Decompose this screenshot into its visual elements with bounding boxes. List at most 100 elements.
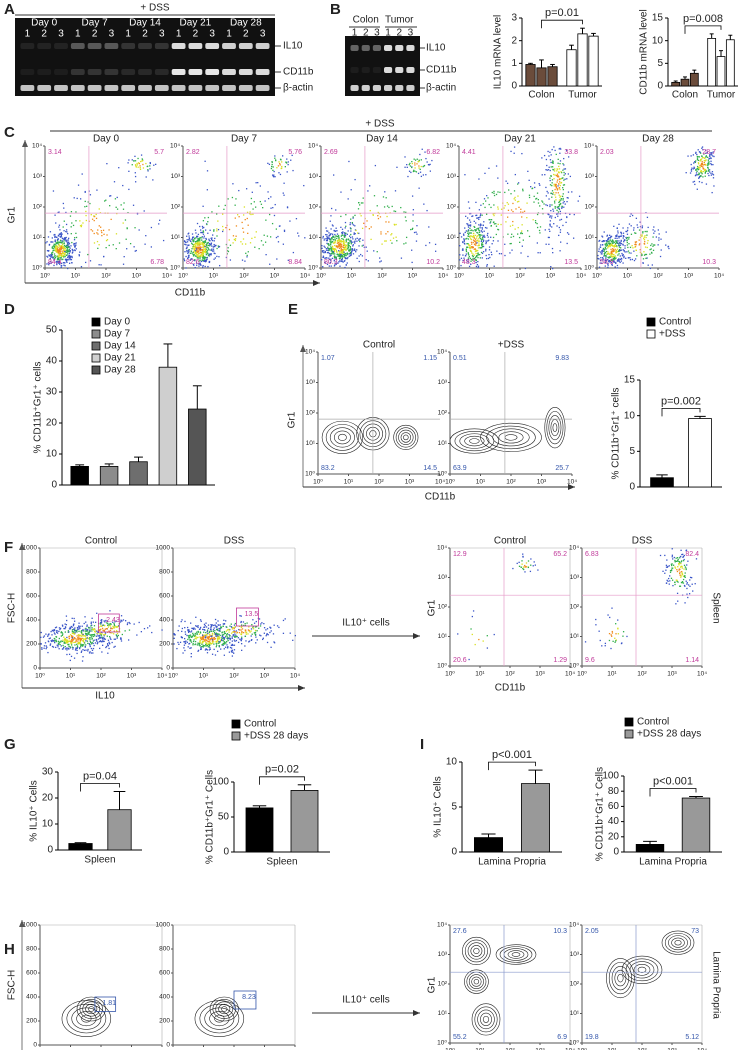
event-dot xyxy=(486,635,488,637)
gel-band xyxy=(104,43,119,49)
y-tick-label: 800 xyxy=(26,569,37,576)
event-dot xyxy=(644,241,646,243)
event-dot xyxy=(465,249,467,251)
lane-label: 3 xyxy=(408,28,414,39)
event-dot xyxy=(56,263,58,266)
event-dot xyxy=(611,263,613,265)
event-dot xyxy=(252,628,255,630)
event-dot xyxy=(190,242,193,244)
event-dot xyxy=(199,626,202,629)
event-dot xyxy=(279,173,282,176)
event-dot xyxy=(68,256,71,258)
y-tick-label: 10³ xyxy=(33,173,43,180)
event-dot xyxy=(207,637,210,640)
event-dot xyxy=(480,251,483,254)
event-dot xyxy=(103,255,105,258)
event-dot xyxy=(556,179,559,181)
event-dot xyxy=(657,244,659,246)
event-dot xyxy=(74,246,76,248)
event-dot xyxy=(282,619,285,622)
event-dot xyxy=(98,264,100,266)
event-dot xyxy=(213,641,215,643)
event-dot xyxy=(694,161,697,164)
event-dot xyxy=(85,627,87,630)
event-dot xyxy=(336,235,339,238)
event-dot xyxy=(325,233,327,236)
event-dot xyxy=(207,265,209,268)
event-dot xyxy=(665,566,668,568)
event-dot xyxy=(66,253,69,255)
event-dot xyxy=(361,255,364,257)
plot-title: DSS xyxy=(224,536,245,547)
event-dot xyxy=(60,235,62,238)
event-dot xyxy=(56,262,58,264)
event-dot xyxy=(52,639,54,642)
lane-label: 1 xyxy=(176,29,182,40)
event-dot xyxy=(80,266,83,268)
event-dot xyxy=(475,265,478,268)
event-dot xyxy=(87,253,89,256)
event-dot xyxy=(68,248,70,251)
event-dot xyxy=(207,241,209,244)
event-dot xyxy=(67,239,69,241)
event-dot xyxy=(287,161,289,163)
event-dot xyxy=(623,256,625,259)
event-dot xyxy=(79,634,81,636)
event-dot xyxy=(131,164,133,166)
event-dot xyxy=(232,631,234,633)
event-dot xyxy=(467,233,470,236)
event-dot xyxy=(362,239,364,241)
event-dot xyxy=(202,240,204,243)
event-dot xyxy=(196,631,198,633)
event-dot xyxy=(67,259,69,261)
event-dot xyxy=(57,246,59,249)
event-dot xyxy=(79,637,82,640)
event-dot xyxy=(690,577,693,579)
lane-label: 3 xyxy=(374,28,380,39)
event-dot xyxy=(703,161,705,164)
event-dot xyxy=(268,213,271,216)
event-dot xyxy=(339,242,341,245)
event-dot xyxy=(620,235,623,237)
event-dot xyxy=(184,243,186,245)
event-dot xyxy=(554,202,556,204)
event-dot xyxy=(56,644,58,646)
event-dot xyxy=(339,257,341,259)
event-dot xyxy=(226,637,228,640)
event-dot xyxy=(466,237,468,240)
event-dot xyxy=(188,235,190,237)
event-dot xyxy=(187,239,190,241)
event-dot xyxy=(227,250,230,253)
event-dot xyxy=(209,644,211,646)
event-dot xyxy=(681,581,684,583)
event-dot xyxy=(190,641,193,643)
event-dot xyxy=(62,644,64,647)
event-dot xyxy=(244,218,246,221)
event-dot xyxy=(82,633,84,636)
event-dot xyxy=(89,637,91,639)
event-dot xyxy=(416,233,418,235)
gel-band xyxy=(222,69,236,75)
event-dot xyxy=(469,213,471,215)
event-dot xyxy=(474,240,476,243)
event-dot xyxy=(348,255,350,257)
event-dot xyxy=(186,251,188,253)
event-dot xyxy=(466,259,468,261)
event-dot xyxy=(70,625,73,628)
event-dot xyxy=(639,249,641,251)
event-dot xyxy=(544,174,546,176)
event-dot xyxy=(53,629,55,631)
event-dot xyxy=(75,244,77,246)
event-dot xyxy=(476,240,478,242)
event-dot xyxy=(250,628,253,630)
event-dot xyxy=(264,241,267,243)
event-dot xyxy=(485,248,487,250)
event-dot xyxy=(522,190,524,192)
event-dot xyxy=(115,634,117,636)
event-dot xyxy=(83,644,85,646)
y-tick-label: 10³ xyxy=(447,173,457,180)
event-dot xyxy=(347,198,349,200)
event-dot xyxy=(198,265,200,267)
event-dot xyxy=(601,256,604,259)
event-dot xyxy=(41,647,43,649)
